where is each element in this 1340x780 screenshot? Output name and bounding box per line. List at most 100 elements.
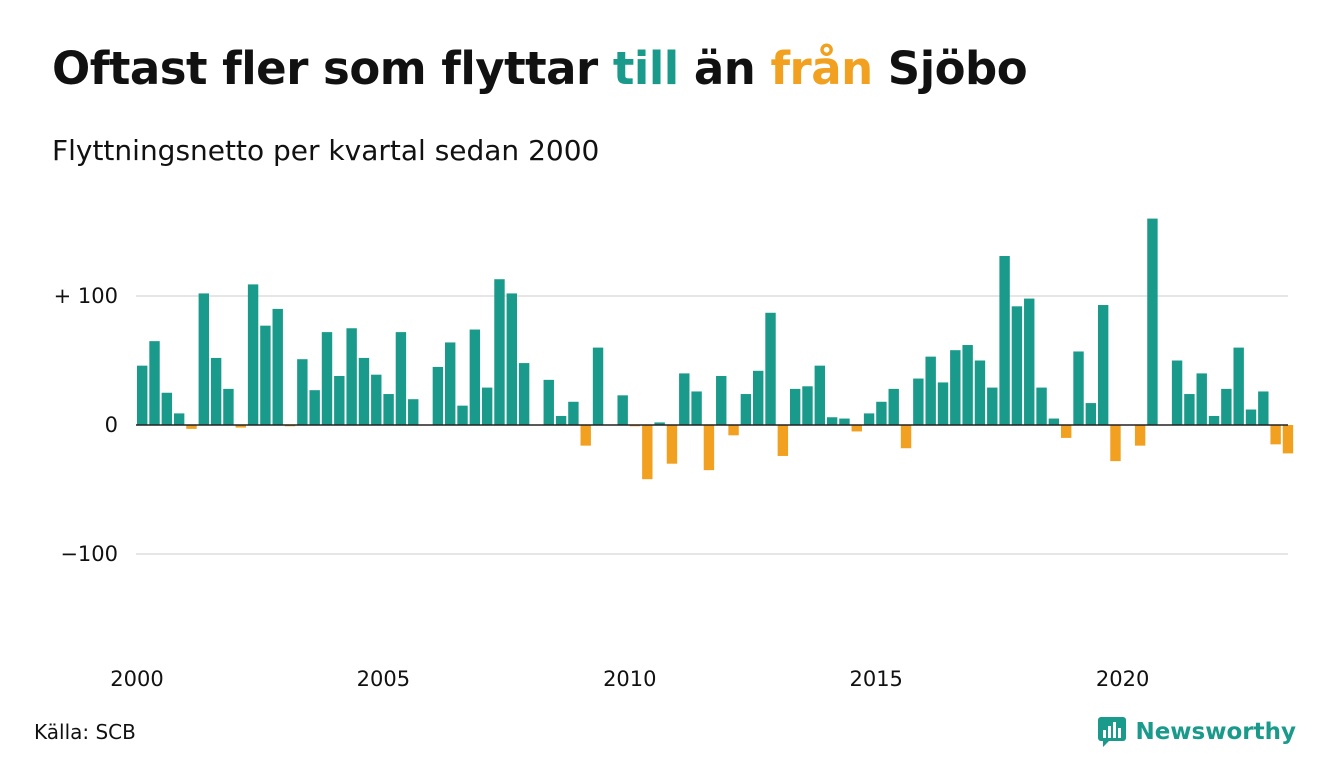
bar	[186, 425, 197, 429]
bar	[1048, 418, 1060, 425]
bar	[555, 415, 567, 425]
bar	[432, 366, 444, 425]
bar	[703, 425, 715, 471]
bar	[950, 350, 961, 425]
bar	[1258, 391, 1269, 425]
chart-title: Oftast fler som flyttar till än från Sjö…	[52, 42, 1028, 95]
bar	[1024, 298, 1035, 425]
bar	[334, 375, 345, 425]
bar	[161, 392, 173, 425]
bar	[999, 256, 1010, 425]
bar	[346, 328, 357, 425]
bar	[149, 341, 160, 425]
bar	[210, 357, 222, 425]
bar	[1245, 409, 1257, 425]
bar	[506, 293, 517, 425]
bar	[173, 413, 185, 425]
bar	[1184, 394, 1195, 425]
bar	[654, 422, 665, 425]
bar	[481, 387, 493, 425]
bar	[753, 370, 764, 425]
brand-name: Newsworthy	[1135, 719, 1296, 745]
bar	[691, 391, 702, 425]
bar	[568, 401, 579, 425]
y-tick-label: 0	[105, 413, 118, 437]
bar	[358, 357, 370, 425]
bar	[1208, 415, 1220, 425]
bar-chart: + 100 0 −100 2000 2005 2010 2015 2020	[54, 218, 1294, 691]
bar	[1282, 425, 1294, 454]
axes: + 100 0 −100 2000 2005 2010 2015 2020	[54, 284, 1288, 691]
x-tick-label: 2000	[110, 667, 163, 691]
bar	[876, 401, 887, 425]
bar	[1073, 351, 1084, 425]
bar	[740, 394, 752, 425]
bar	[580, 425, 591, 446]
y-tick-label: + 100	[54, 284, 118, 308]
bar	[839, 418, 850, 425]
bar	[1011, 306, 1023, 425]
bar	[137, 365, 148, 425]
bar	[679, 373, 690, 425]
bar	[260, 325, 271, 425]
bar	[223, 388, 234, 425]
bar	[814, 365, 825, 425]
bars	[137, 218, 1294, 480]
bar	[247, 284, 259, 425]
bar	[913, 378, 924, 425]
x-tick-label: 2020	[1096, 667, 1149, 691]
bar	[851, 425, 862, 432]
bar	[1147, 218, 1158, 425]
bar	[888, 388, 899, 425]
bar	[900, 425, 912, 449]
bar	[457, 405, 468, 425]
bar	[716, 375, 727, 425]
brand-logo: Newsworthy	[1097, 716, 1296, 748]
y-tick-label: −100	[60, 542, 118, 566]
bar	[543, 379, 554, 425]
bar	[974, 360, 986, 425]
bar	[1134, 425, 1146, 446]
bar	[642, 425, 653, 480]
bar	[469, 329, 481, 425]
title-down-word: från	[770, 42, 873, 95]
bar	[925, 356, 936, 425]
newsworthy-logo-icon	[1098, 717, 1127, 747]
bar	[987, 387, 998, 425]
x-tick-label: 2015	[849, 667, 902, 691]
bar	[617, 395, 628, 425]
bar	[1171, 360, 1183, 425]
bar	[1097, 305, 1109, 425]
bar	[937, 382, 949, 425]
bar	[802, 386, 813, 425]
bar	[863, 413, 875, 425]
title-up-word: till	[612, 42, 679, 95]
bar	[297, 359, 308, 425]
bar	[383, 394, 394, 425]
x-tick-label: 2005	[357, 667, 410, 691]
bar	[408, 399, 419, 425]
bar	[272, 308, 283, 425]
bar	[777, 425, 789, 456]
x-tick-label: 2010	[603, 667, 656, 691]
bar	[1085, 403, 1097, 425]
bar	[789, 388, 801, 425]
bar	[765, 312, 776, 425]
bar	[1036, 387, 1047, 425]
bar	[235, 425, 246, 428]
bar	[1270, 425, 1281, 445]
bar	[962, 345, 973, 425]
bar	[321, 332, 333, 425]
bar	[1061, 425, 1072, 438]
bar	[309, 390, 320, 425]
chart-subtitle: Flyttningsnetto per kvartal sedan 2000	[52, 134, 600, 167]
bar	[494, 279, 505, 425]
bar	[1196, 373, 1207, 425]
bar	[666, 425, 678, 464]
bar	[518, 363, 530, 425]
bar	[826, 417, 838, 425]
source-note: Källa: SCB	[34, 720, 136, 744]
bar	[1110, 425, 1121, 462]
bar	[592, 347, 604, 425]
bar	[728, 425, 739, 436]
